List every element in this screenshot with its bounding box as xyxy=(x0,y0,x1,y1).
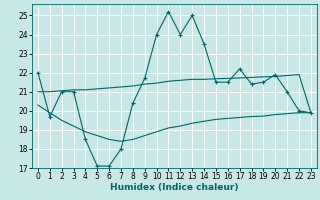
X-axis label: Humidex (Indice chaleur): Humidex (Indice chaleur) xyxy=(110,183,239,192)
